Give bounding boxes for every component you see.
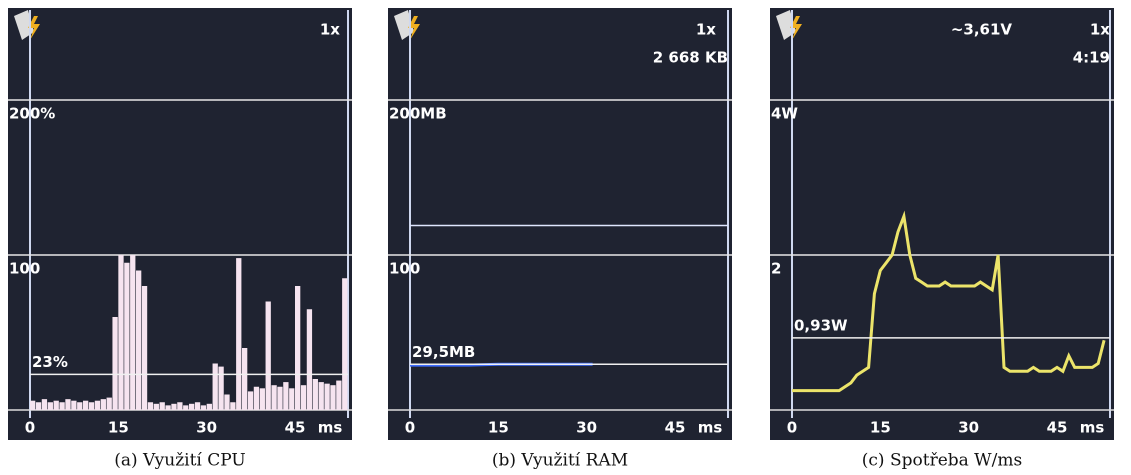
x-tick-label: 15	[488, 419, 509, 437]
bar	[224, 395, 229, 411]
x-tick-label: 30	[196, 419, 217, 437]
status-text: 4:19	[1073, 49, 1110, 67]
annotation-label: 0,93W	[794, 316, 848, 334]
bar	[313, 379, 318, 410]
x-axis-label: ms	[318, 419, 343, 437]
y-tick-label: 2	[771, 260, 781, 278]
bar	[89, 402, 94, 410]
bar	[165, 405, 170, 410]
bar	[230, 402, 235, 410]
x-tick-label: 45	[1047, 419, 1068, 437]
bar	[83, 401, 88, 410]
status-text: 1x	[696, 21, 716, 39]
bar	[36, 402, 41, 410]
bar	[112, 317, 117, 410]
bar	[195, 402, 200, 410]
bar	[42, 399, 47, 410]
bar	[201, 405, 206, 410]
y-tick-label: 4W	[771, 105, 798, 123]
status-text: 1x	[320, 21, 340, 39]
bar	[242, 348, 247, 410]
bar	[189, 404, 194, 410]
bar	[289, 388, 294, 410]
bar	[136, 271, 141, 411]
bar	[254, 387, 259, 410]
bar	[307, 309, 312, 410]
bar	[177, 402, 182, 410]
panel: 4W 2 0 15 30 45 ms 1x ~3,61V 4:19 0,93W (c) Spotřeb…	[770, 8, 1114, 471]
bar	[336, 381, 341, 410]
bar	[171, 404, 176, 410]
screen	[388, 8, 732, 440]
x-tick-label: 45	[665, 419, 686, 437]
y-tick-label: 100	[389, 260, 420, 278]
bar	[207, 404, 212, 410]
annotation-label: 23%	[32, 353, 68, 371]
x-tick-label: 45	[285, 419, 306, 437]
bar	[283, 382, 288, 410]
bar	[183, 405, 188, 410]
bar	[342, 278, 347, 410]
bar	[118, 255, 123, 410]
x-axis-label: ms	[1080, 419, 1105, 437]
bar	[260, 388, 265, 410]
bar	[48, 402, 53, 410]
bar	[130, 255, 135, 410]
bar	[236, 258, 241, 410]
y-tick-label: 100	[9, 260, 40, 278]
bar	[218, 367, 223, 410]
bar	[266, 302, 271, 411]
bar	[101, 399, 106, 410]
screen	[770, 8, 1114, 440]
bar	[154, 404, 159, 410]
bar	[248, 391, 253, 410]
bar	[59, 402, 64, 410]
caption: (c) Spotřeba W/ms	[862, 451, 1022, 471]
screen	[8, 8, 352, 440]
bar	[319, 382, 324, 410]
status-text: ~3,61V	[951, 21, 1013, 39]
bar	[65, 399, 70, 410]
bar	[71, 401, 76, 410]
bar	[95, 401, 100, 410]
x-tick-label: 0	[25, 419, 35, 437]
bar	[124, 263, 129, 410]
x-tick-label: 30	[576, 419, 597, 437]
status-text: 1x	[1090, 21, 1110, 39]
bar	[271, 385, 276, 410]
bar	[107, 398, 112, 410]
x-tick-label: 15	[108, 419, 129, 437]
caption: (a) Využití CPU	[114, 451, 245, 471]
x-axis-label: ms	[698, 419, 723, 437]
bar	[324, 384, 329, 410]
y-tick-label: 200%	[9, 105, 55, 123]
bar	[54, 401, 59, 410]
figure: 200% 100 0 15 30 45 ms 1x 23% (a) Využití CPU 200M…	[0, 0, 1131, 475]
panel: 200% 100 0 15 30 45 ms 1x 23% (a) Využití CPU	[8, 8, 352, 471]
panel: 200MB 100 0 15 30 45 ms 1x 2 668 KB 29,5MB (b) Vyu…	[388, 8, 732, 471]
bar	[148, 402, 153, 410]
y-tick-label: 200MB	[389, 105, 447, 123]
annotation-label: 29,5MB	[412, 343, 475, 361]
x-tick-label: 0	[405, 419, 415, 437]
bar	[142, 286, 147, 410]
bar	[160, 402, 165, 410]
bar	[295, 286, 300, 410]
bar	[301, 385, 306, 410]
caption: (b) Využití RAM	[492, 451, 628, 471]
bar	[213, 364, 218, 411]
bar	[77, 402, 82, 410]
bar	[330, 385, 335, 410]
bar	[277, 387, 282, 410]
x-tick-label: 15	[870, 419, 891, 437]
x-tick-label: 0	[787, 419, 797, 437]
status-text: 2 668 KB	[653, 49, 728, 67]
bar	[30, 401, 35, 410]
x-tick-label: 30	[958, 419, 979, 437]
